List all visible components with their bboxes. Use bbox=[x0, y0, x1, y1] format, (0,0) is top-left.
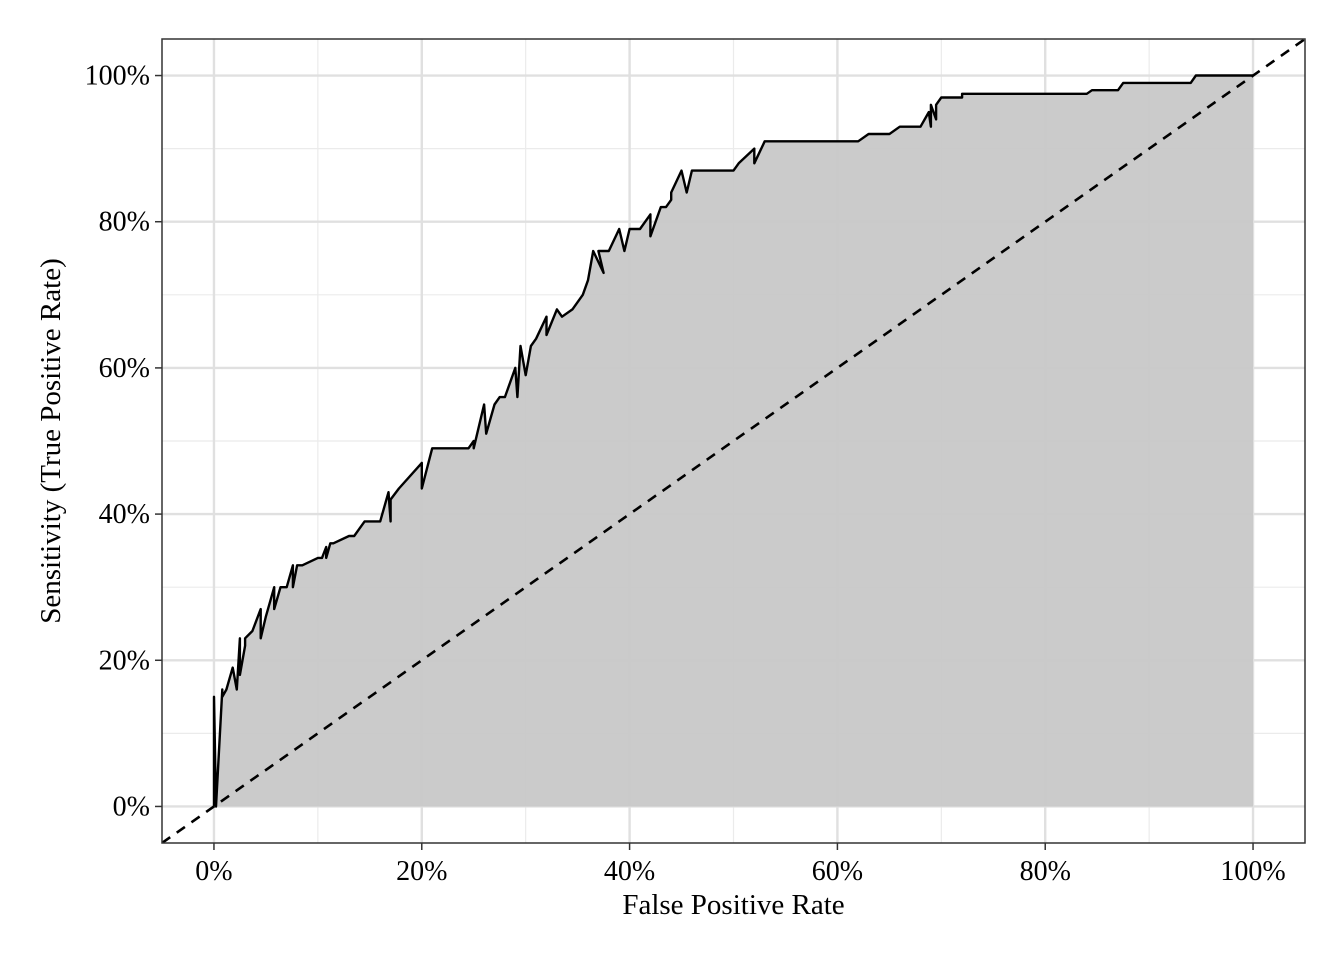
x-axis-title: False Positive Rate bbox=[622, 889, 844, 921]
x-tick-label: 0% bbox=[195, 856, 232, 887]
plot-panel-border bbox=[161, 38, 1306, 844]
y-tick-label: 20% bbox=[99, 645, 150, 676]
x-tick-label: 80% bbox=[1020, 856, 1071, 887]
x-axis-ticks: 0% 20% 40% 60% 80% 100% bbox=[195, 843, 1286, 887]
y-tick-label: 40% bbox=[99, 499, 150, 530]
y-tick-label: 100% bbox=[85, 61, 150, 92]
roc-curve-line bbox=[212, 74, 1253, 808]
y-tick-label: 80% bbox=[99, 207, 150, 238]
x-tick-label: 20% bbox=[396, 856, 447, 887]
x-tick-label: 40% bbox=[604, 856, 655, 887]
x-tick-label: 60% bbox=[812, 856, 863, 887]
y-axis-ticks: 0% 20% 40% 60% 80% 100% bbox=[85, 61, 162, 822]
x-tick-label: 100% bbox=[1220, 856, 1285, 887]
y-tick-label: 0% bbox=[113, 791, 150, 822]
y-tick-label: 60% bbox=[99, 353, 150, 384]
y-axis-title: Sensitivity (True Positive Rate) bbox=[35, 258, 67, 623]
